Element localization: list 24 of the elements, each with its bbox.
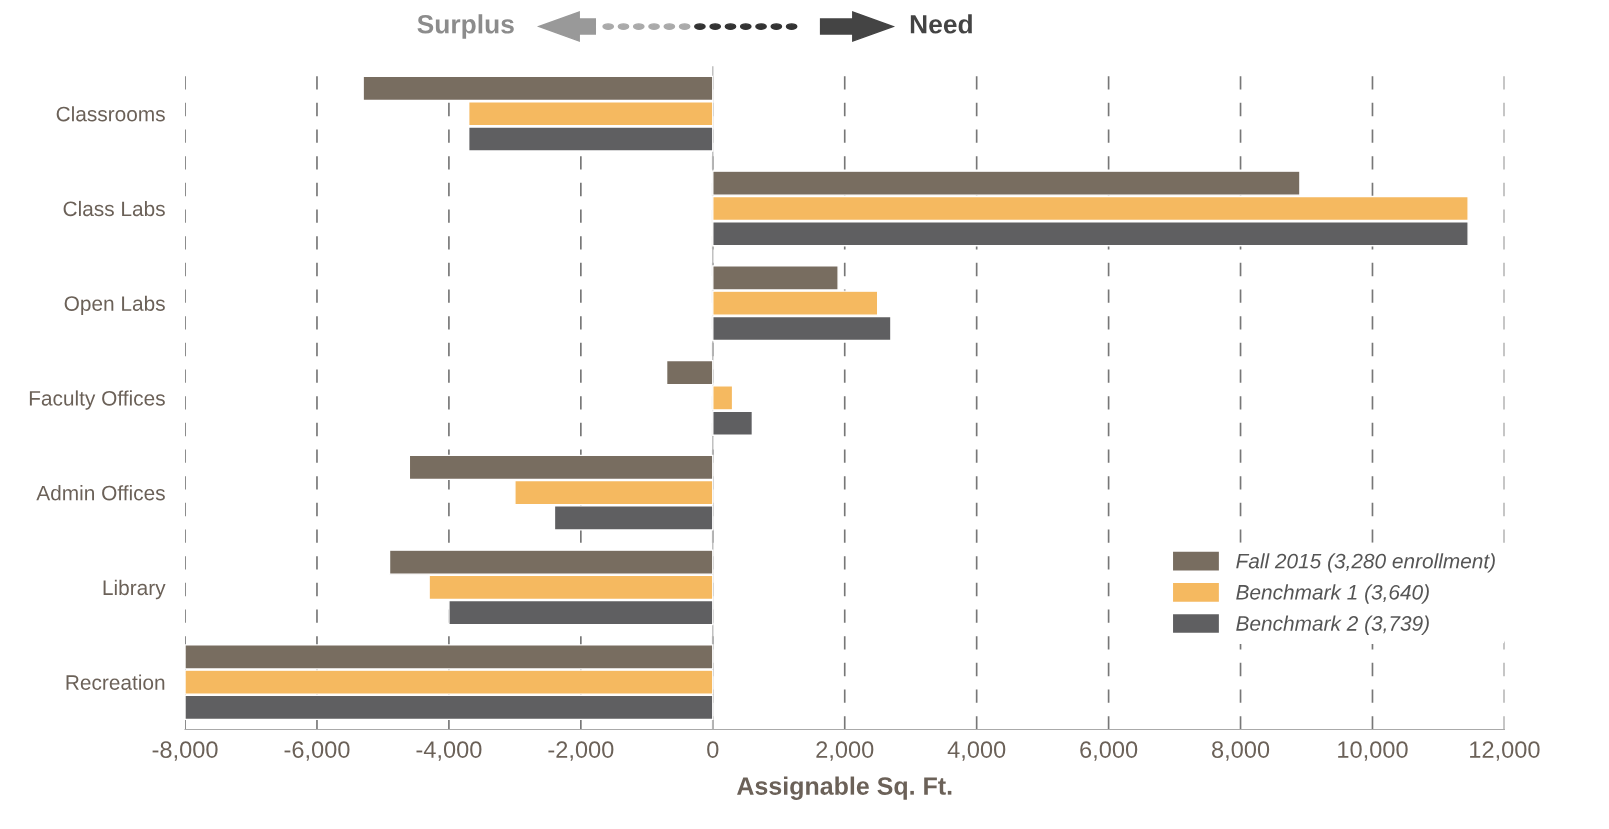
x-axis-title: Assignable Sq. Ft. xyxy=(737,776,952,800)
y-tick-label: Recreation xyxy=(66,674,165,690)
text: Surplus xyxy=(417,14,514,39)
y-tick-label: Library xyxy=(103,579,166,600)
x-tick-label: 4,000 xyxy=(947,741,1006,761)
y-tick-label: Faculty Offices xyxy=(29,390,165,410)
x-tick-label: 12,000 xyxy=(1470,741,1540,761)
x-tick-label: 10,000 xyxy=(1338,741,1408,761)
x-tick-label: 2,000 xyxy=(816,741,874,761)
x-tick-label: -2,000 xyxy=(548,741,614,761)
x-tick-label: -8,000 xyxy=(152,741,218,761)
legend-label: Benchmark 2 (3,739) xyxy=(1236,615,1429,635)
x-tick-label: -6,000 xyxy=(284,741,350,761)
y-tick-label: Open Labs xyxy=(64,295,165,316)
y-tick-label: Class Labs xyxy=(63,200,165,217)
legend-label: Fall 2015 (3,280 enrollment) xyxy=(1236,553,1495,573)
x-tick-label: -4,000 xyxy=(416,741,482,761)
x-tick-label: 6,000 xyxy=(1080,741,1138,761)
y-tick-label: Classrooms xyxy=(56,106,165,122)
x-tick-label: 8,000 xyxy=(1212,741,1270,761)
x-tick-label: 0 xyxy=(707,741,719,758)
y-tick-label: Admin Offices xyxy=(36,485,165,501)
legend-label: Benchmark 1 (3,640) xyxy=(1236,584,1429,604)
text: Need xyxy=(910,14,972,34)
